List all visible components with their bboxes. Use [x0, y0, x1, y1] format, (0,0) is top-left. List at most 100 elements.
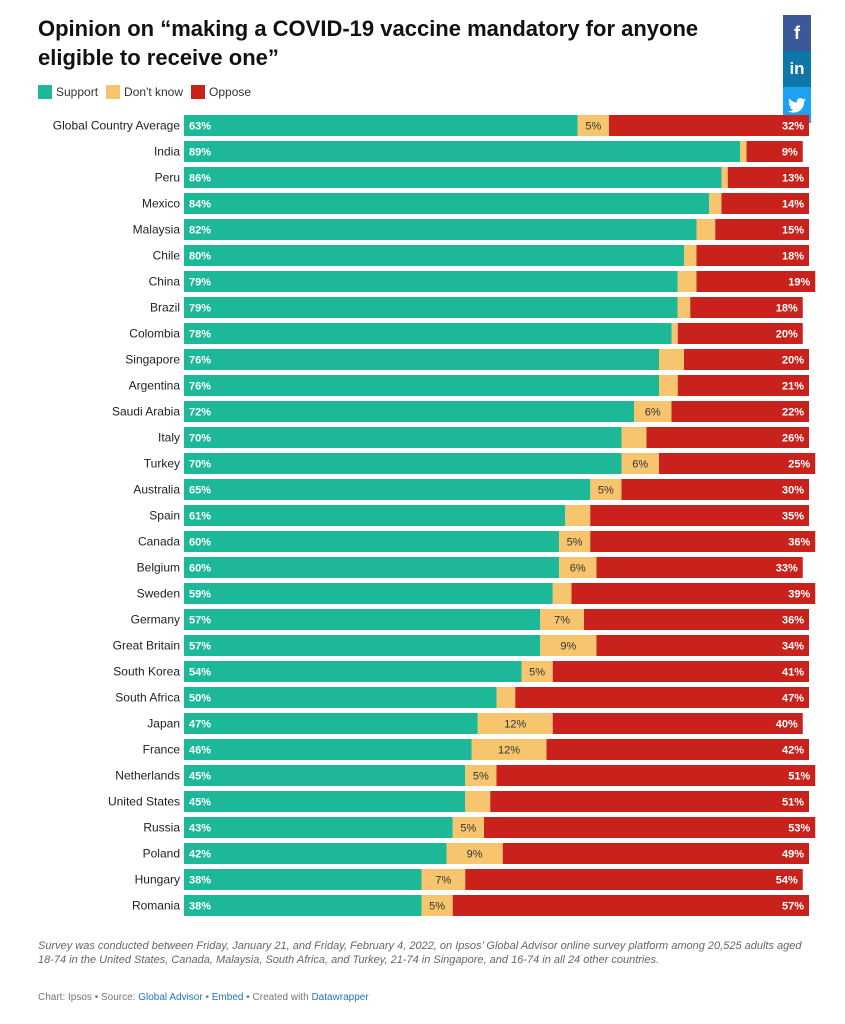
source-link[interactable]: Global Advisor [138, 992, 203, 1003]
embed-link[interactable]: Embed [211, 992, 244, 1003]
data-label-support: 60% [189, 537, 211, 549]
datawrapper-link[interactable]: Datawrapper [311, 992, 369, 1003]
category-label: Malaysia [133, 223, 181, 237]
category-label: Belgium [137, 561, 180, 575]
data-label-oppose: 9% [782, 147, 798, 159]
stacked-bar-chart: Global Country Average 63% 5% 32% India 89% 9%… [53, 115, 816, 916]
bar-segment-support [184, 843, 447, 864]
data-label-oppose: 13% [782, 173, 804, 185]
bar-segment-dont-know [465, 791, 491, 812]
data-label-dont-know: 5% [529, 667, 545, 679]
bar-segment-dont-know [634, 401, 672, 422]
bar-segment-oppose [552, 661, 809, 682]
bar-segment-support [184, 427, 622, 448]
bar-row: China 79% 19% [149, 271, 816, 292]
data-label-oppose: 40% [776, 719, 798, 731]
data-label-oppose: 22% [782, 407, 804, 419]
bar-row: Japan 47% 12% 40% [147, 713, 803, 734]
data-label-support: 89% [189, 147, 211, 159]
data-label-dont-know: 5% [429, 901, 445, 913]
linkedin-icon[interactable]: in [783, 51, 811, 87]
category-label: France [143, 743, 181, 757]
data-label-support: 72% [189, 407, 211, 419]
bar-segment-support [184, 817, 453, 838]
bar-row: Romania 38% 5% 57% [132, 895, 809, 916]
bar-segment-oppose [571, 583, 816, 604]
legend-label-oppose: Oppose [209, 85, 252, 99]
bar-segment-oppose [671, 401, 809, 422]
legend-swatch-support [38, 85, 52, 99]
data-label-dont-know: 9% [560, 641, 576, 653]
data-label-oppose: 36% [782, 615, 804, 627]
category-label: India [154, 145, 180, 159]
data-label-dont-know: 5% [585, 121, 601, 133]
bar-segment-oppose [490, 791, 809, 812]
bar-segment-support [184, 635, 541, 656]
data-label-support: 82% [189, 225, 211, 237]
data-label-support: 70% [189, 459, 211, 471]
bar-segment-support [184, 895, 422, 916]
data-label-support: 45% [189, 797, 211, 809]
bar-segment-support [184, 167, 722, 188]
data-label-support: 76% [189, 355, 211, 367]
bar-segment-dont-know [621, 453, 659, 474]
bar-row: Saudi Arabia 72% 6% 22% [112, 401, 809, 422]
legend-swatch-dont-know [106, 85, 121, 99]
category-label: China [149, 275, 181, 289]
data-label-support: 47% [189, 719, 211, 731]
data-label-support: 79% [189, 303, 211, 315]
data-label-dont-know: 12% [504, 719, 526, 731]
data-label-oppose: 30% [782, 485, 804, 497]
bar-segment-dont-know [559, 531, 591, 552]
category-label: Spain [149, 509, 180, 523]
bar-segment-dont-know [540, 609, 584, 630]
data-label-oppose: 20% [782, 355, 804, 367]
bar-segment-support [184, 713, 478, 734]
category-label: Sweden [137, 587, 180, 601]
category-label: Chile [153, 249, 181, 263]
bar-row: Belgium 60% 6% 33% [137, 557, 803, 578]
data-label-oppose: 20% [776, 329, 798, 341]
data-label-support: 78% [189, 329, 211, 341]
facebook-icon[interactable]: f [783, 15, 811, 51]
bar-row: Singapore 76% 20% [125, 349, 809, 370]
bar-segment-oppose [715, 219, 809, 240]
data-label-support: 57% [189, 641, 211, 653]
bar-segment-dont-know [540, 635, 597, 656]
bar-row: Colombia 78% 20% [129, 323, 803, 344]
data-label-support: 80% [189, 251, 211, 263]
bar-row: Argentina 76% 21% [129, 375, 809, 396]
bar-segment-dont-know [684, 245, 697, 266]
bar-segment-oppose [484, 817, 816, 838]
bar-row: Great Britain 57% 9% 34% [113, 635, 809, 656]
bar-row: Canada 60% 5% 36% [138, 531, 816, 552]
data-label-oppose: 15% [782, 225, 804, 237]
bar-row: Italy 70% 26% [158, 427, 809, 448]
bar-segment-oppose [596, 557, 803, 578]
bar-segment-oppose [696, 271, 816, 292]
bar-segment-support [184, 141, 741, 162]
data-label-oppose: 36% [788, 537, 810, 549]
data-label-dont-know: 12% [498, 745, 520, 757]
data-label-dont-know: 6% [570, 563, 586, 575]
bar-row: Peru 86% 13% [155, 167, 809, 188]
bar-segment-dont-know [521, 661, 553, 682]
data-label-support: 65% [189, 485, 211, 497]
bar-segment-oppose [609, 115, 809, 136]
data-label-oppose: 42% [782, 745, 804, 757]
bar-segment-oppose [596, 635, 809, 656]
bar-segment-oppose [677, 323, 803, 344]
bar-row: Malaysia 82% 15% [133, 219, 809, 240]
bar-segment-support [184, 609, 541, 630]
data-label-oppose: 18% [782, 251, 804, 263]
bar-segment-oppose [690, 297, 803, 318]
share-buttons: f in [783, 15, 811, 123]
data-label-oppose: 18% [776, 303, 798, 315]
credits-sep-2: • Created with [243, 992, 312, 1003]
bar-segment-oppose [621, 479, 809, 500]
bar-segment-dont-know [740, 141, 747, 162]
bar-row: Australia 65% 5% 30% [133, 479, 809, 500]
category-label: Singapore [125, 353, 180, 367]
data-label-oppose: 41% [782, 667, 804, 679]
category-label: United States [108, 795, 180, 809]
